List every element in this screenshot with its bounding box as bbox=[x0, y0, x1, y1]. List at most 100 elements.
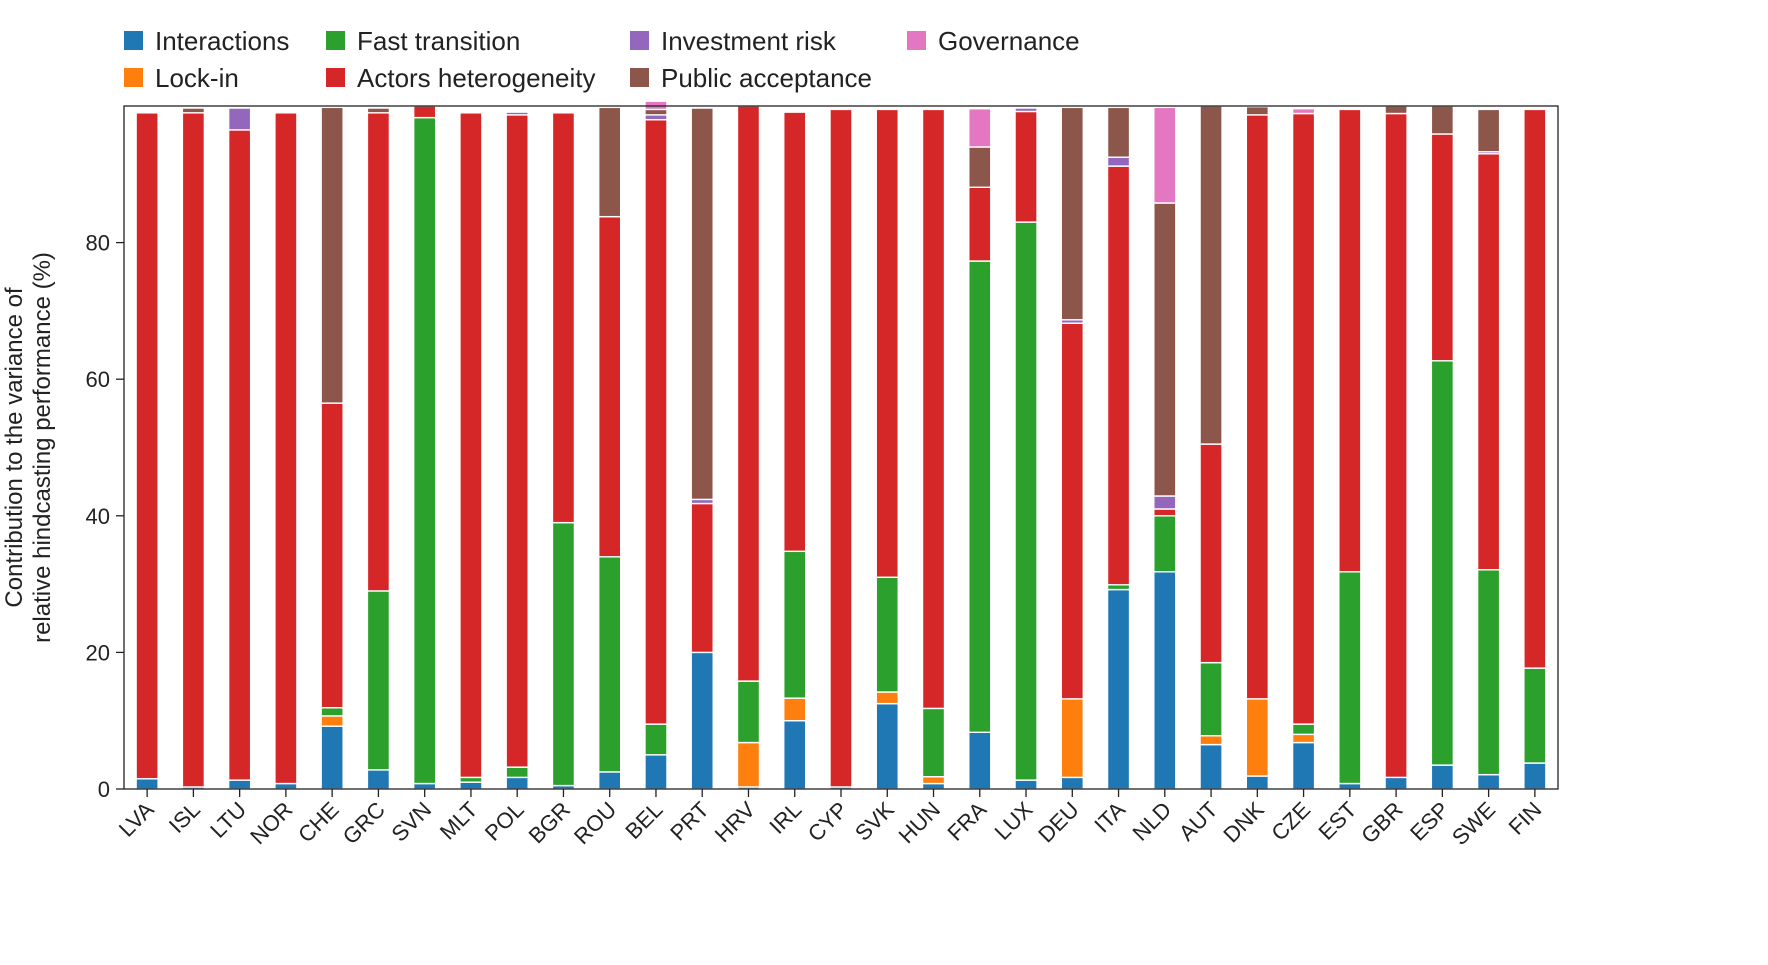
legend-swatch bbox=[124, 31, 143, 50]
bar-segment-lux-fast-transition bbox=[1014, 221, 1038, 781]
bar-segment-deu-lock-in bbox=[1060, 698, 1084, 779]
y-tick-label: 20 bbox=[86, 640, 110, 665]
bar-segment-irl-interactions bbox=[783, 720, 807, 790]
bar-segment-nor-interactions bbox=[274, 782, 298, 790]
bar-segment-hrv-fast-transition bbox=[736, 680, 761, 744]
legend-label: Lock-in bbox=[155, 63, 239, 93]
bar-stack-gbr bbox=[1384, 105, 1408, 790]
bar-segment-isl-public-acceptance bbox=[181, 107, 206, 114]
bar-segment-nld-public-acceptance bbox=[1153, 202, 1177, 497]
x-tick-label: LTU bbox=[205, 797, 251, 843]
bar-segment-esp-fast-transition bbox=[1430, 360, 1455, 766]
x-tick-label: CHE bbox=[293, 797, 344, 848]
bar-stack-deu bbox=[1060, 106, 1084, 790]
bar-segment-rou-public-acceptance bbox=[598, 106, 622, 218]
bar-segment-nld-investment-risk bbox=[1153, 495, 1177, 510]
bar-segment-prt-public-acceptance bbox=[690, 107, 714, 501]
bar-stack-fra bbox=[968, 108, 992, 790]
bar-stack-lux bbox=[1014, 107, 1038, 790]
x-tick-label: CYP bbox=[803, 797, 853, 847]
bar-segment-bel-investment-risk bbox=[644, 114, 668, 121]
bar-segment-bel-fast-transition bbox=[644, 723, 668, 756]
bar-segment-deu-interactions bbox=[1060, 776, 1084, 790]
legend-item-actors-heterogeneity: Actors heterogeneity bbox=[326, 63, 595, 93]
legend-item-interactions: Interactions bbox=[124, 26, 289, 56]
bar-segment-hun-lock-in bbox=[921, 776, 946, 785]
bar-segment-cze-lock-in bbox=[1291, 733, 1316, 744]
x-tick-label: BEL bbox=[620, 797, 667, 844]
legend-item-fast-transition: Fast transition bbox=[326, 26, 520, 56]
bar-segment-che-fast-transition bbox=[320, 707, 344, 717]
bar-stack-cze bbox=[1291, 108, 1316, 790]
bar-stack-esp bbox=[1430, 105, 1455, 790]
bar-segment-svn-interactions bbox=[412, 782, 437, 790]
bar-segment-rou-interactions bbox=[598, 771, 622, 790]
bar-segment-swe-interactions bbox=[1476, 773, 1501, 790]
bar-segment-cze-interactions bbox=[1291, 741, 1316, 790]
bar-stack-nor bbox=[274, 112, 298, 790]
bar-segment-pol-fast-transition bbox=[505, 766, 529, 779]
bar-stack-prt bbox=[690, 107, 714, 790]
bar-segment-mlt-interactions bbox=[459, 781, 483, 790]
bar-segment-hun-interactions bbox=[921, 782, 946, 790]
bar-segment-prt-interactions bbox=[690, 651, 714, 790]
x-tick-label: GRC bbox=[338, 797, 390, 849]
bar-segment-ltu-interactions bbox=[227, 779, 252, 790]
legend-item-governance: Governance bbox=[907, 26, 1080, 56]
x-tick-label: BGR bbox=[524, 797, 575, 848]
bar-segment-aut-fast-transition bbox=[1199, 661, 1223, 737]
bar-segment-grc-fast-transition bbox=[366, 590, 391, 771]
bar-stack-fin bbox=[1523, 108, 1547, 790]
bar-stack-hun bbox=[921, 108, 946, 790]
bar-segment-nld-interactions bbox=[1153, 571, 1177, 790]
bar-segment-grc-public-acceptance bbox=[366, 107, 391, 114]
bar-segment-svk-lock-in bbox=[875, 691, 899, 705]
bar-segment-che-public-acceptance bbox=[320, 106, 344, 404]
bar-segment-aut-lock-in bbox=[1199, 735, 1223, 746]
bar-segment-esp-interactions bbox=[1430, 764, 1455, 790]
bar-segment-ltu-actors-heterogeneity bbox=[227, 129, 252, 781]
y-axis-label-line: relative hindcasting performance (%) bbox=[29, 252, 56, 643]
bar-segment-ita-fast-transition bbox=[1106, 584, 1131, 591]
bar-stack-rou bbox=[598, 106, 622, 790]
bar-segment-isl-actors-heterogeneity bbox=[181, 112, 206, 788]
bar-segment-svk-interactions bbox=[875, 702, 899, 790]
x-tick-label: FRA bbox=[943, 797, 992, 846]
bar-segment-swe-fast-transition bbox=[1476, 569, 1501, 776]
bar-segment-lva-actors-heterogeneity bbox=[135, 112, 159, 780]
bar-segment-pol-investment-risk bbox=[505, 111, 529, 116]
legend-item-public-acceptance: Public acceptance bbox=[630, 63, 872, 93]
y-axis: 0 20 40 60 80 bbox=[86, 231, 124, 802]
legend-item-lock-in: Lock-in bbox=[124, 63, 239, 93]
x-tick-label: ROU bbox=[569, 797, 621, 849]
bar-segment-bel-actors-heterogeneity bbox=[644, 118, 668, 725]
bar-segment-pol-interactions bbox=[505, 776, 529, 790]
bar-segment-swe-actors-heterogeneity bbox=[1476, 153, 1501, 571]
bar-stack-svk bbox=[875, 108, 899, 790]
x-tick-label: FIN bbox=[1504, 797, 1547, 840]
legend-swatch bbox=[326, 31, 345, 50]
legend-label: Public acceptance bbox=[661, 63, 872, 93]
bar-segment-che-interactions bbox=[320, 725, 344, 790]
bar-segment-est-interactions bbox=[1338, 782, 1362, 790]
bar-segment-gbr-interactions bbox=[1384, 776, 1408, 790]
bar-segment-ita-public-acceptance bbox=[1106, 106, 1131, 158]
bar-segment-aut-interactions bbox=[1199, 743, 1223, 790]
bar-segment-fin-fast-transition bbox=[1523, 667, 1547, 764]
bar-segment-ita-actors-heterogeneity bbox=[1106, 165, 1131, 586]
bar-segment-fra-governance bbox=[968, 108, 992, 148]
bar-segment-svk-fast-transition bbox=[875, 576, 899, 693]
bar-segment-irl-actors-heterogeneity bbox=[783, 111, 807, 553]
x-tick-label: MLT bbox=[435, 797, 483, 845]
bar-segment-hrv-actors-heterogeneity bbox=[736, 105, 761, 682]
bar-segment-fin-interactions bbox=[1523, 762, 1547, 790]
bar-stack-cyp bbox=[829, 108, 853, 790]
bar-segment-esp-public-acceptance bbox=[1430, 105, 1455, 135]
bar-stack-est bbox=[1338, 108, 1362, 790]
bar-segment-swe-public-acceptance bbox=[1476, 108, 1501, 153]
bar-stack-pol bbox=[505, 111, 529, 790]
bar-segment-lva-interactions bbox=[135, 778, 159, 790]
x-tick-label: DNK bbox=[1218, 797, 1269, 848]
x-tick-label: GBR bbox=[1356, 797, 1407, 848]
bar-stack-dnk bbox=[1245, 105, 1270, 790]
